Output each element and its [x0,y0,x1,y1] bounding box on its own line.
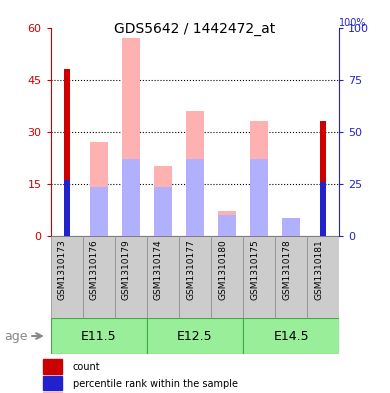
Text: count: count [73,362,100,372]
Bar [147,318,243,354]
Bar [211,236,243,318]
Bar [51,318,147,354]
Bar [186,160,204,236]
Text: GSM1310174: GSM1310174 [154,239,163,300]
Bar [122,38,140,236]
Bar [243,318,339,354]
Bar [43,359,62,373]
Text: GSM1310180: GSM1310180 [218,239,227,300]
Text: GSM1310173: GSM1310173 [58,239,67,300]
Text: GSM1310178: GSM1310178 [282,239,291,300]
Text: GSM1310177: GSM1310177 [186,239,195,300]
Bar [282,219,300,236]
Bar [115,236,147,318]
Bar [275,236,307,318]
Bar [250,160,268,236]
Bar [83,236,115,318]
Bar [282,219,300,236]
Bar [307,236,339,318]
Bar [243,236,275,318]
Text: E14.5: E14.5 [273,329,309,343]
Text: percentile rank within the sample: percentile rank within the sample [73,379,238,389]
Bar [218,211,236,236]
Bar [154,187,172,236]
Bar [43,376,62,390]
Bar [154,166,172,236]
Bar [64,69,70,236]
Text: 100%: 100% [339,18,367,28]
Bar [64,180,70,236]
Bar [320,121,326,236]
Text: GSM1310181: GSM1310181 [314,239,323,300]
Text: E11.5: E11.5 [81,329,117,343]
Bar [43,392,62,393]
Bar [122,160,140,236]
Bar [186,111,204,236]
Text: GSM1310176: GSM1310176 [90,239,99,300]
Bar [250,121,268,236]
Bar [51,236,83,318]
Text: GSM1310175: GSM1310175 [250,239,259,300]
Bar [147,236,179,318]
Text: GDS5642 / 1442472_at: GDS5642 / 1442472_at [114,22,276,36]
Bar [90,187,108,236]
Text: age: age [4,329,27,343]
Bar [218,215,236,236]
Text: GSM1310179: GSM1310179 [122,239,131,300]
Bar [90,142,108,236]
Bar [320,182,326,236]
Text: E12.5: E12.5 [177,329,213,343]
Bar [179,236,211,318]
